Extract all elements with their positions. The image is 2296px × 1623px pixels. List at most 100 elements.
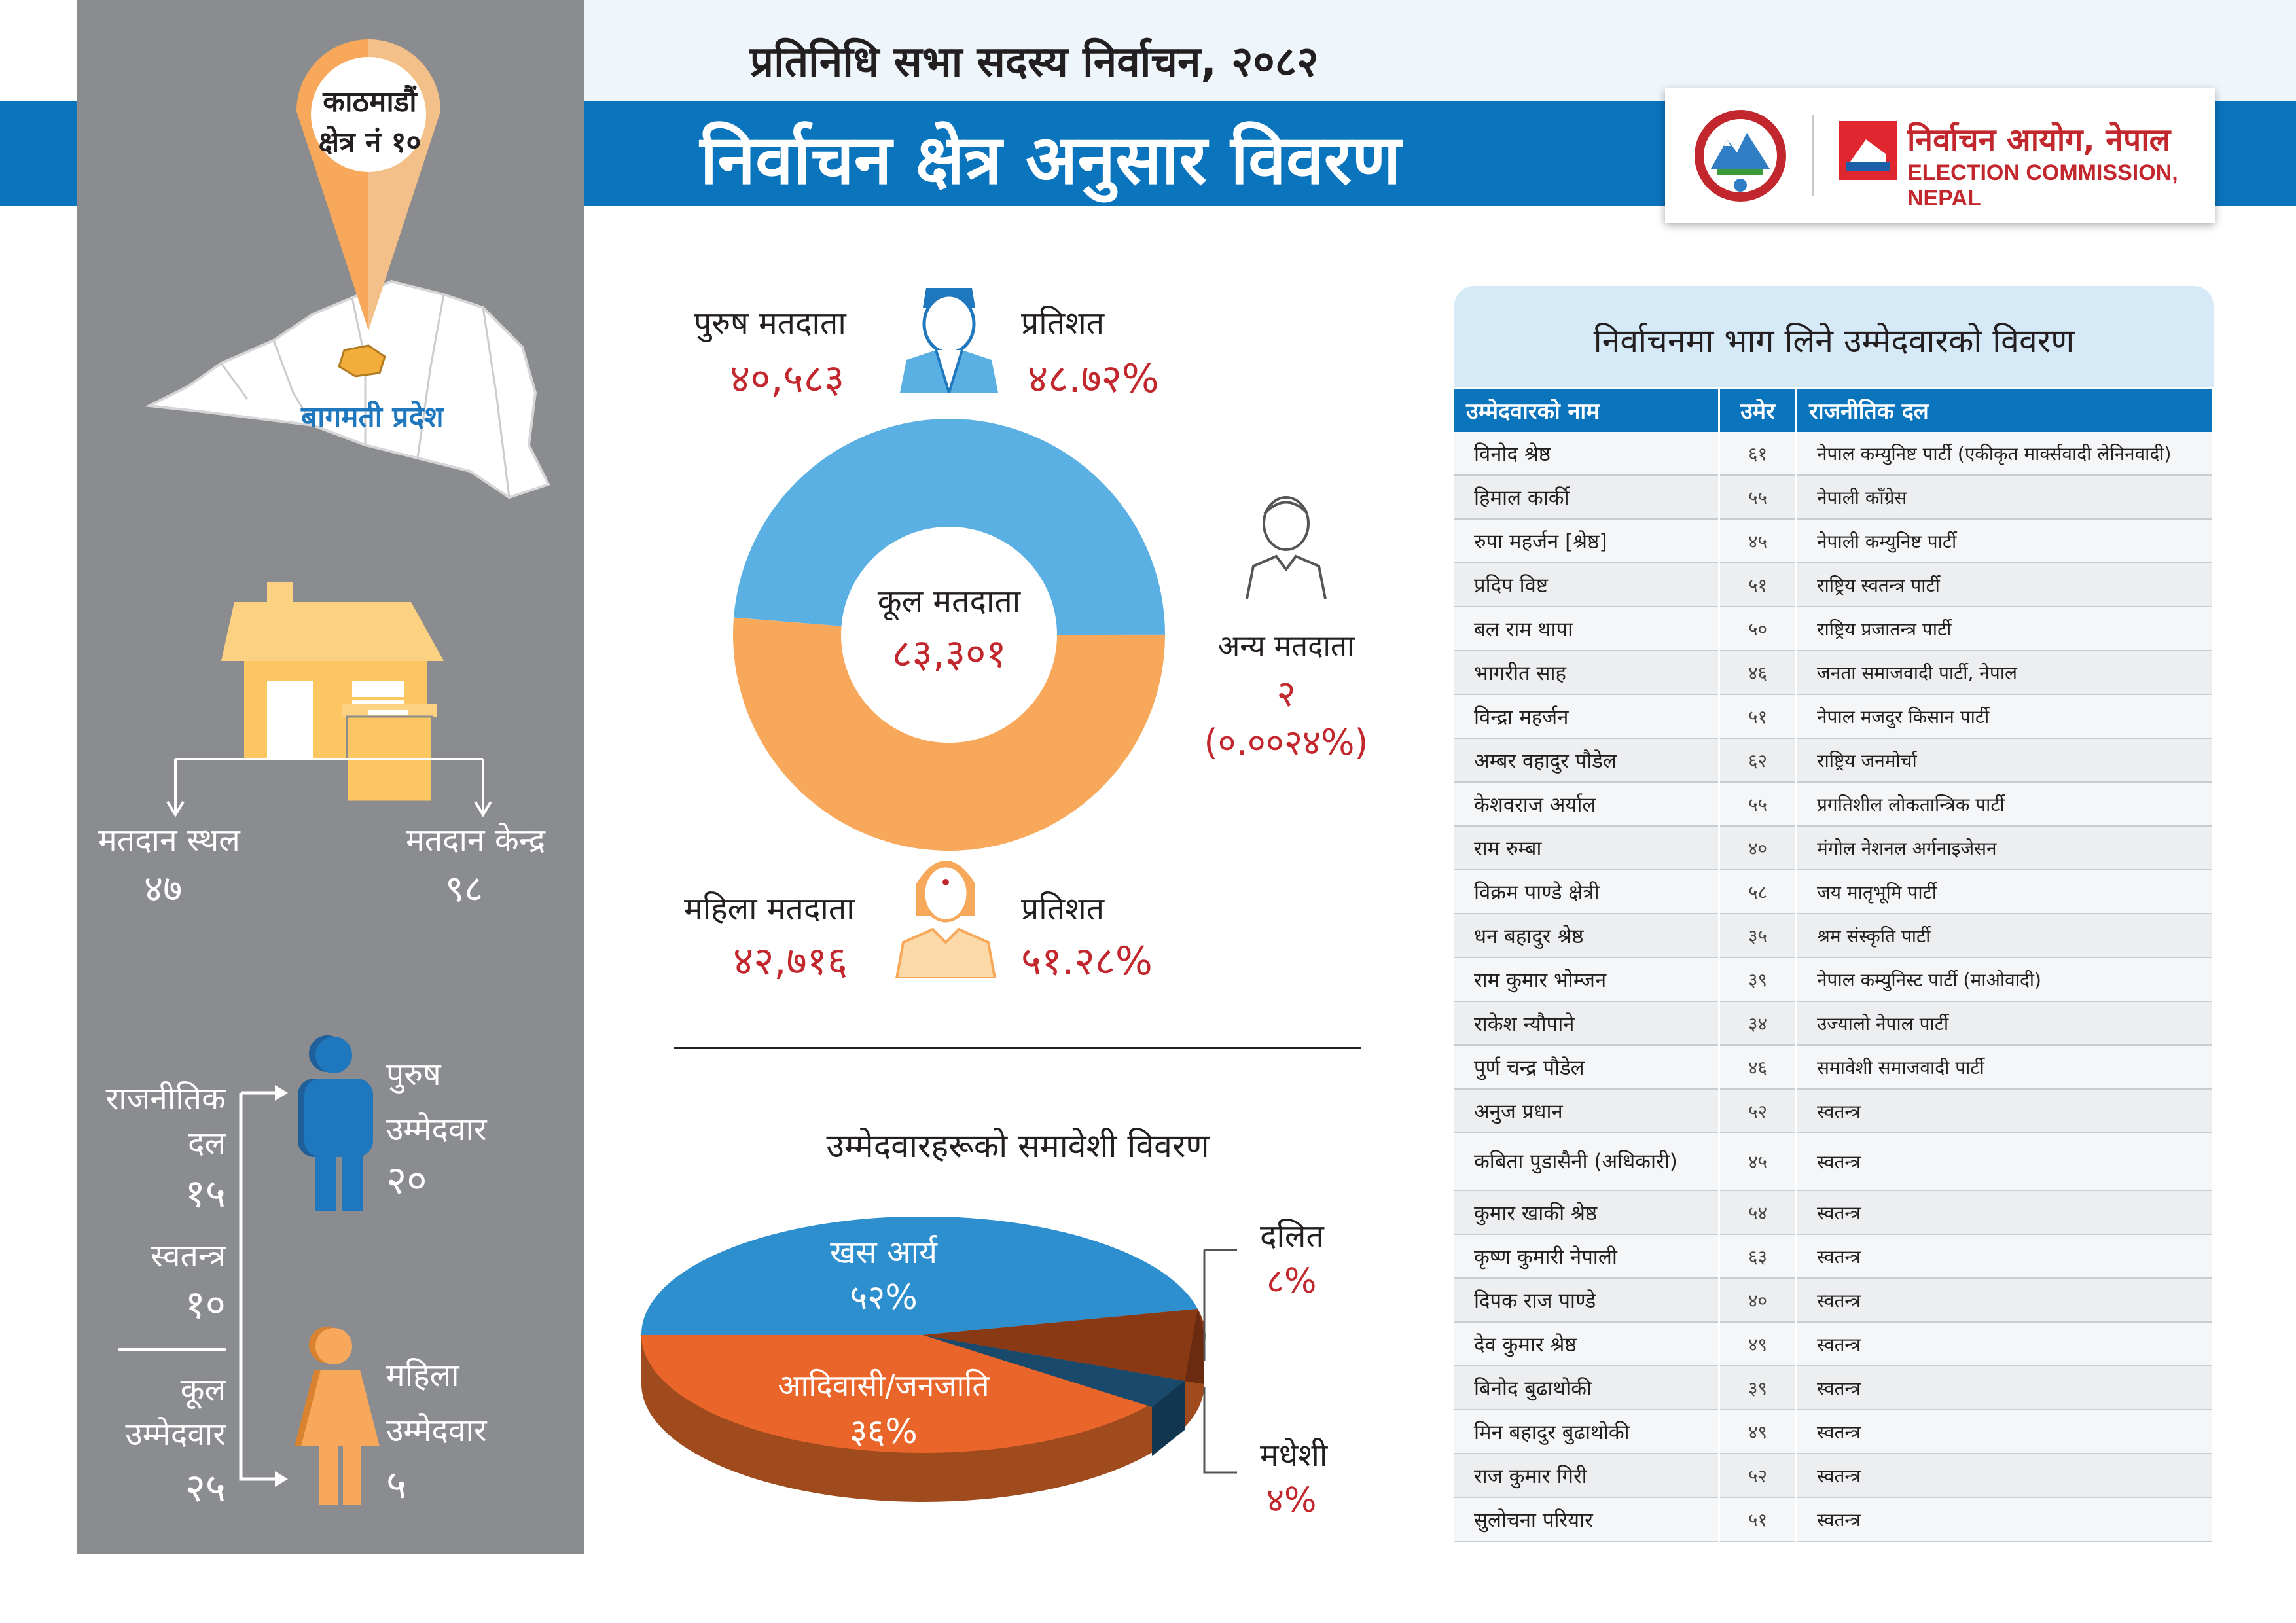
cell-party: नेपाल कम्युनिस्ट पार्टी (माओवादी) (1796, 957, 2214, 1002)
male-candidate-icon (298, 1035, 373, 1211)
cell-age: ६२ (1719, 738, 1797, 783)
male-candidates-label-line-2: उम्मेदवार (386, 1111, 487, 1148)
female-candidates-label-line-2: उम्मेदवार (386, 1412, 487, 1449)
logo-divider (1812, 115, 1814, 196)
cell-party: राष्ट्रिय जनमोर्चा (1796, 738, 2214, 783)
madhesi-label: मधेशी (1260, 1437, 1328, 1474)
cell-name: अनुज प्रधान (1454, 1089, 1720, 1133)
male-voters-value: ४०,५८३ (730, 356, 845, 402)
cell-name: दिपक राज पाण्डे (1454, 1278, 1720, 1323)
table-row: राम रुम्बा ४० मंगोल नेशनल अर्गनाइजेसन (1454, 826, 2214, 870)
table-row: केशवराज अर्याल ५५ प्रगतिशील लोकतान्त्रिक प… (1454, 782, 2214, 827)
cell-party: प्रगतिशील लोकतान्त्रिक पार्टी (1796, 782, 2214, 827)
dalit-label: दलित (1260, 1218, 1324, 1255)
cell-age: ५८ (1719, 870, 1797, 914)
cell-party: राष्ट्रिय प्रजातन्त्र पार्टी (1796, 607, 2214, 651)
female-voters-label: महिला मतदाता (684, 891, 855, 927)
polling-stations-label: मतदान स्थल (98, 822, 240, 859)
province-label: बागमती प्रदेश (301, 401, 444, 434)
cell-name: हिमाल कार्की (1454, 475, 1720, 520)
cell-party: राष्ट्रिय स्वतन्त्र पार्टी (1796, 563, 2214, 607)
cell-age: ५१ (1719, 694, 1797, 739)
male-candidates-label-line-1: पुरुष (386, 1056, 441, 1093)
page-subtitle: प्रतिनिधि सभा सदस्य निर्वाचन, २०८२ (749, 38, 1319, 86)
cell-age: ४६ (1719, 651, 1797, 695)
section-divider (674, 1047, 1361, 1049)
cell-party: मंगोल नेशनल अर्गनाइजेसन (1796, 826, 2214, 870)
female-voter-icon (895, 861, 997, 978)
cell-name: कुमार खाकी श्रेष्ठ (1454, 1190, 1720, 1235)
inclusion-title: उम्मेदवारहरूको समावेशी विवरण (826, 1127, 1210, 1165)
constituency-line-1: काठमाडौं (323, 85, 417, 118)
table-row: बिनोद बुढाथोकी ३९ स्वतन्त्र (1454, 1366, 2214, 1410)
cell-name: कृष्ण कुमारी नेपाली (1454, 1234, 1720, 1279)
cell-party: स्वतन्त्र (1796, 1278, 2214, 1323)
table-row: अम्बर वहादुर पौडेल ६२ राष्ट्रिय जनमोर्चा (1454, 738, 2214, 783)
cell-age: ५५ (1719, 782, 1797, 827)
cell-age: ४९ (1719, 1322, 1797, 1366)
cell-name: केशवराज अर्याल (1454, 782, 1720, 827)
constituency-line-2: क्षेत्र नं १० (318, 126, 422, 159)
election-commission-logo-icon (1839, 121, 1897, 180)
parties-label-line-2: दल (187, 1125, 226, 1162)
female-pct-label: प्रतिशत (1021, 891, 1105, 927)
female-voters-value: ४२,७१६ (733, 938, 848, 984)
cell-party: नेपाल मजदुर किसान पार्टी (1796, 694, 2214, 739)
cell-party: स्वतन्त्र (1796, 1133, 2214, 1191)
cell-name: राम रुम्बा (1454, 826, 1720, 870)
cell-name: विनोद श्रेष्ठ (1454, 432, 1720, 476)
col-header-age: उमेर (1719, 389, 1797, 432)
table-row: भागरीत साह ४६ जनता समाजवादी पार्टी, नेपाल (1454, 651, 2214, 695)
cell-age: ५० (1719, 607, 1797, 651)
cell-name: प्रदिप विष्ट (1454, 563, 1720, 607)
table-row: अनुज प्रधान ५२ स्वतन्त्र (1454, 1089, 2214, 1133)
cell-age: ३४ (1719, 1001, 1797, 1046)
polling-centers-value: ९८ (445, 868, 484, 910)
table-row: बल राम थापा ५० राष्ट्रिय प्रजातन्त्र पार्ट… (1454, 607, 2214, 651)
cell-name: धन बहादुर श्रेष्ठ (1454, 914, 1720, 958)
cell-age: ३९ (1719, 1366, 1797, 1410)
sidebar (77, 0, 584, 1554)
org-nepali-name: निर्वाचन आयोग, नेपाल (1907, 122, 2171, 158)
cell-age: ५१ (1719, 563, 1797, 607)
female-pct-value: ५१.२८% (1021, 938, 1153, 984)
cell-name: देव कुमार श्रेष्ठ (1454, 1322, 1720, 1366)
cell-name: राम कुमार भोम्जन (1454, 957, 1720, 1002)
cell-age: ३९ (1719, 957, 1797, 1002)
col-header-party: राजनीतिक दल (1796, 389, 2214, 432)
independent-value: १० (185, 1282, 226, 1328)
cell-age: ५१ (1719, 1497, 1797, 1542)
nepal-map (145, 39, 550, 499)
other-voters-label: अन्य मतदाता (1217, 630, 1355, 663)
cell-party: स्वतन्त्र (1796, 1234, 2214, 1279)
cell-name: पुर्ण चन्द्र पौडेल (1454, 1045, 1720, 1090)
page-title: निर्वाचन क्षेत्र अनुसार विवरण (700, 120, 1401, 200)
cell-party: स्वतन्त्र (1796, 1190, 2214, 1235)
polling-centers-label: मतदान केन्द्र (406, 822, 546, 859)
polling-station-illustration (166, 582, 492, 817)
table-row: कुमार खाकी श्रेष्ठ ५४ स्वतन्त्र (1454, 1190, 2214, 1235)
kathmandu-highlight (338, 344, 386, 378)
male-voters-label: पुरुष मतदाता (694, 305, 846, 342)
cell-party: स्वतन्त्र (1796, 1410, 2214, 1454)
table-row: हिमाल कार्की ५५ नेपाली काँग्रेस (1454, 475, 2214, 520)
cell-party: जय मातृभूमि पार्टी (1796, 870, 2214, 914)
total-candidates-label-line-1: कूल (180, 1372, 226, 1408)
cell-name: सुलोचना परियार (1454, 1497, 1720, 1542)
cell-age: ४० (1719, 1278, 1797, 1323)
table-row: धन बहादुर श्रेष्ठ ३५ श्रम संस्कृति पार्टी (1454, 914, 2214, 958)
male-pct-label: प्रतिशत (1021, 305, 1105, 342)
cell-party: समावेशी समाजवादी पार्टी (1796, 1045, 2214, 1090)
khas-label: खस आर्य (830, 1234, 937, 1271)
cell-party: नेपाली काँग्रेस (1796, 475, 2214, 520)
male-voter-icon (900, 288, 998, 393)
dalit-pct: ८% (1266, 1262, 1317, 1301)
madhesi-pct: ४% (1266, 1481, 1317, 1520)
cell-age: ३५ (1719, 914, 1797, 958)
parties-value: १५ (185, 1171, 226, 1217)
cell-age: ५४ (1719, 1190, 1797, 1235)
constituency-label: काठमाडौं क्षेत्र नं १० (288, 82, 452, 163)
cell-age: ५५ (1719, 475, 1797, 520)
total-candidates-value: २५ (185, 1465, 226, 1511)
donut-slice-male (734, 419, 1165, 635)
